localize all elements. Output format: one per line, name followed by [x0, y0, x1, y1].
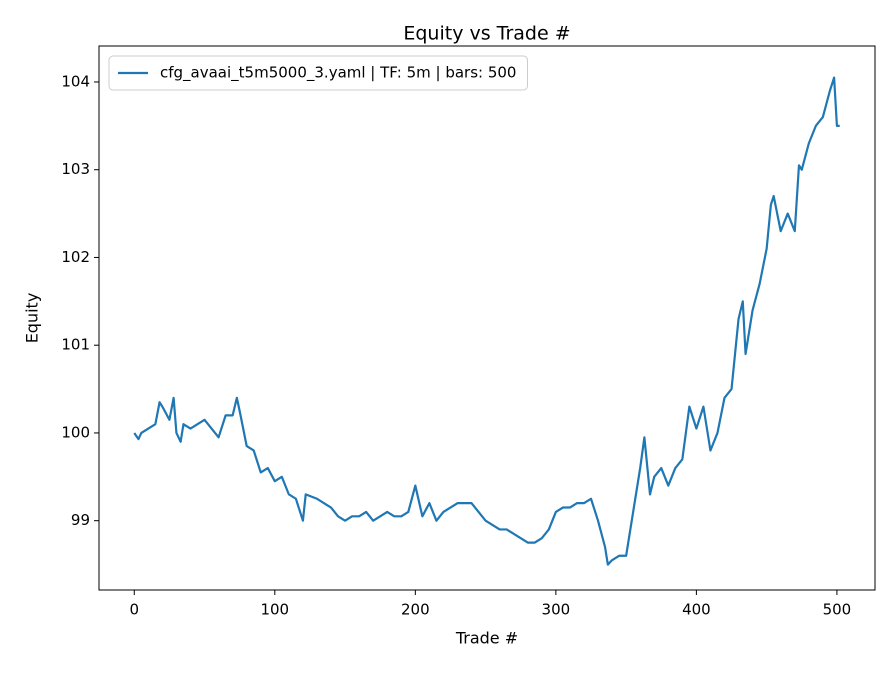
plot-frame [98, 45, 876, 591]
legend-box [108, 55, 528, 91]
x-tick-label: 400 [682, 601, 711, 619]
y-axis-label: Equity [23, 293, 42, 344]
chart-title: Equity vs Trade # [403, 23, 570, 45]
y-tick-label: 99 [71, 511, 90, 529]
x-tick-label: 200 [401, 601, 430, 619]
y-tick-label: 104 [61, 72, 90, 90]
x-tick-label: 300 [542, 601, 571, 619]
y-tick-label: 103 [61, 160, 90, 178]
x-tick-label: 100 [260, 601, 289, 619]
x-tick-label: 0 [129, 601, 139, 619]
legend-label: cfg_avaai_t5m5000_3.yaml | TF: 5m | bars… [160, 64, 516, 83]
y-tick-label: 102 [61, 248, 90, 266]
data-line [133, 76, 840, 566]
y-tick-label: 100 [61, 423, 90, 441]
y-tick-label: 101 [61, 336, 90, 354]
x-tick-label: 500 [823, 601, 852, 619]
x-axis-label: Trade # [455, 629, 518, 648]
